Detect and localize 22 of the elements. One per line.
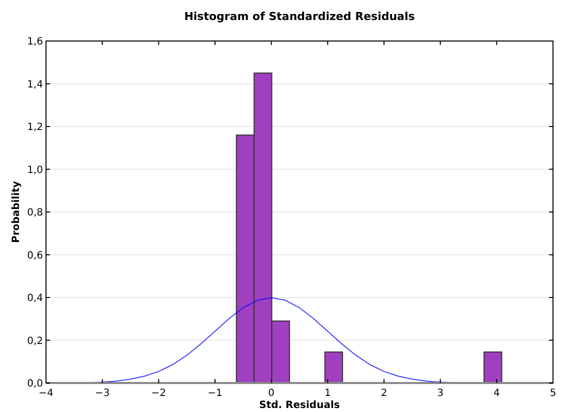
x-tick-label: −4 <box>38 388 54 399</box>
y-tick-label: 1,4 <box>27 79 43 90</box>
y-tick-label: 1,6 <box>27 36 43 48</box>
y-tick-label: 1,2 <box>27 122 43 133</box>
y-tick-label: 0,6 <box>27 250 43 262</box>
x-tick-label: 1 <box>324 388 331 399</box>
x-axis-title: Std. Residuals <box>259 400 340 411</box>
y-tick-label: 0,8 <box>27 208 43 218</box>
y-tick-label: 0,2 <box>27 336 43 347</box>
y-axis-title: Probability <box>11 180 22 243</box>
x-tick-label: −2 <box>151 388 166 399</box>
y-tick-label: 0,0 <box>27 378 43 390</box>
x-tick-label: −1 <box>208 388 222 399</box>
chart-title: Histogram of Standardized Residuals <box>184 10 416 23</box>
x-tick-label: 2 <box>380 388 388 399</box>
x-tick-label: 0 <box>268 388 275 399</box>
x-tick-label: 5 <box>550 388 556 399</box>
y-tick-label: 1,0 <box>27 164 43 176</box>
x-tick-label: −3 <box>94 388 110 399</box>
x-tick-label: 3 <box>437 388 444 399</box>
y-tick-label: 0,4 <box>27 293 43 304</box>
x-tick-label: 4 <box>493 388 500 399</box>
